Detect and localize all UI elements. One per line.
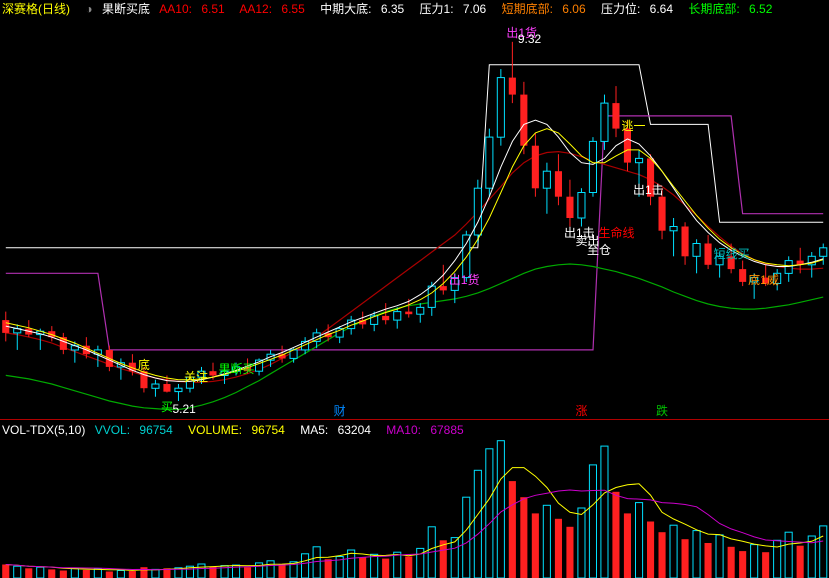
main-price-chart[interactable] (0, 18, 829, 418)
volume-chart[interactable] (0, 438, 829, 578)
volume-indicator-header: VOL-TDX(5,10) VVOL: 96754 VOLUME: 96754 … (0, 421, 476, 439)
panel-separator (0, 419, 829, 420)
main-indicator-header: 深赛格(日线) ◑ 果断买底 AA10: 6.51 AA12: 6.55 中期大… (0, 0, 784, 18)
